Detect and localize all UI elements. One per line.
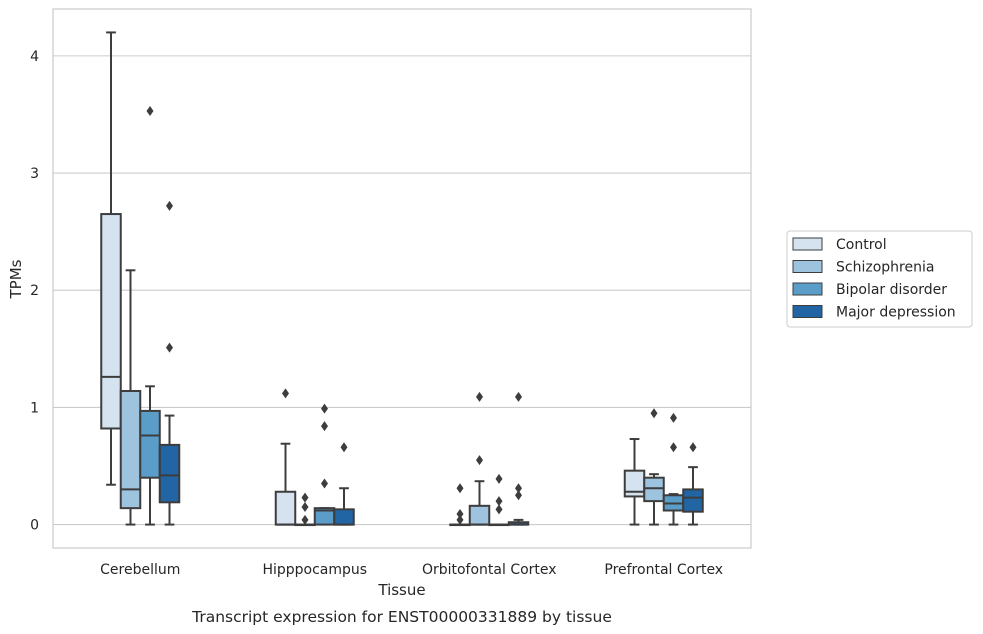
box-element xyxy=(449,483,471,527)
box-iqr xyxy=(468,504,491,526)
outlier-point xyxy=(670,442,677,453)
outlier-point xyxy=(456,483,464,494)
y-axis-label: TPMs xyxy=(7,259,25,299)
y-tick-labels: 0 1 2 3 4 xyxy=(30,49,39,534)
x-tick-label: Cerebellum xyxy=(100,562,180,578)
outlier-point xyxy=(650,408,658,419)
plot-frame xyxy=(52,8,752,549)
y-tick-label: 0 xyxy=(30,518,39,534)
box-element xyxy=(507,391,530,526)
outlier-point xyxy=(321,421,328,432)
x-tick-label: Hipppocampus xyxy=(262,562,367,578)
box-iqr xyxy=(119,389,142,510)
box-iqr xyxy=(100,213,122,430)
legend-label: Bipolar disorder xyxy=(836,282,947,298)
legend-swatch xyxy=(792,282,823,296)
box-element xyxy=(643,408,665,526)
outlier-point xyxy=(515,490,522,501)
y-tick-label: 2 xyxy=(30,283,39,299)
box-element xyxy=(158,200,181,526)
outlier-point xyxy=(282,388,289,399)
box-series xyxy=(100,31,704,527)
y-tick-label: 3 xyxy=(30,166,39,182)
outlier-point xyxy=(689,442,697,453)
x-tick-label: Prefrontal Cortex xyxy=(604,562,723,578)
outlier-point xyxy=(146,105,154,116)
outlier-point xyxy=(340,442,348,453)
outlier-point xyxy=(301,514,309,525)
legend-label: Control xyxy=(836,237,887,253)
outlier-point xyxy=(515,483,522,494)
outlier-point xyxy=(476,391,483,402)
x-tick-label: Orbitofontal Cortex xyxy=(422,562,557,578)
outlier-point xyxy=(456,509,464,520)
chart-caption: Transcript expression for ENST0000033188… xyxy=(191,608,612,626)
outlier-point xyxy=(495,473,503,484)
box-element xyxy=(100,31,122,486)
box-iqr xyxy=(643,476,665,503)
x-axis-label: Tissue xyxy=(377,581,425,599)
box-iqr xyxy=(139,409,161,479)
outlier-point xyxy=(476,455,483,466)
x-tick-labels: Cerebellum Hipppocampus Orbitofontal Corte… xyxy=(100,562,723,578)
box-element xyxy=(274,388,297,526)
y-tick-label: 4 xyxy=(30,49,39,65)
outlier-point xyxy=(166,200,173,211)
legend-swatch xyxy=(792,237,823,251)
box-element xyxy=(682,442,704,526)
box-element xyxy=(313,403,336,526)
legend: Control Schizophrenia Bipolar disorder Majo… xyxy=(786,230,973,328)
box-iqr xyxy=(682,488,704,513)
box-iqr xyxy=(274,490,297,526)
box-element xyxy=(333,442,355,526)
outlier-point xyxy=(301,501,309,512)
box-iqr xyxy=(333,508,355,526)
outlier-point xyxy=(321,478,328,489)
box-element xyxy=(468,391,491,526)
y-tick-label: 1 xyxy=(30,400,39,416)
outlier-point xyxy=(515,391,522,402)
outlier-point xyxy=(301,492,309,503)
box-element xyxy=(294,492,316,527)
outlier-point xyxy=(456,514,464,525)
outlier-point xyxy=(495,496,503,507)
outlier-point xyxy=(495,504,503,515)
outlier-point xyxy=(670,412,677,423)
legend-label: Major depression xyxy=(836,305,956,321)
box-iqr xyxy=(158,443,181,504)
legend-frame xyxy=(786,230,973,328)
legend-swatch xyxy=(792,260,823,273)
legend-label: Schizophrenia xyxy=(836,260,934,276)
box-element xyxy=(139,105,161,526)
outlier-point xyxy=(321,403,328,414)
legend-swatch xyxy=(792,305,823,318)
outlier-point xyxy=(166,342,173,353)
box-element xyxy=(623,438,646,526)
